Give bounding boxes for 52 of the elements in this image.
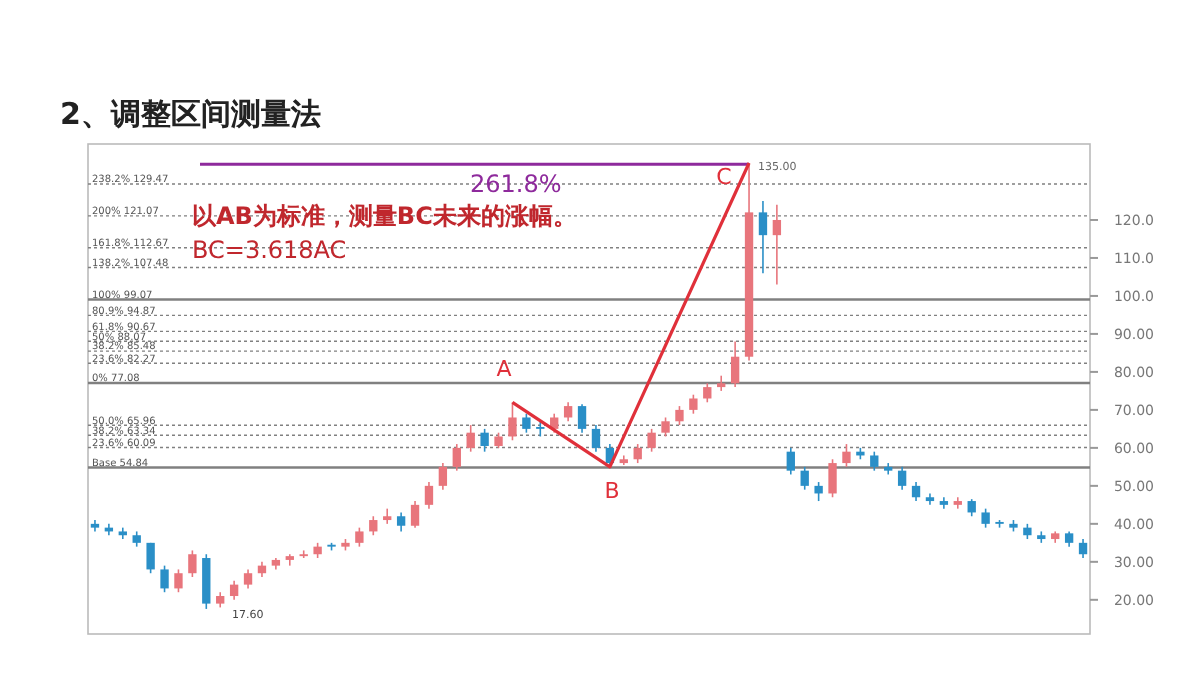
candlestick [480,428,489,453]
candlestick [188,549,197,578]
annotation: C [716,164,733,190]
annotation: B [604,478,620,504]
annotation: 以AB为标准，测量BC未来的涨幅。 [192,202,577,230]
candlestick [772,203,782,286]
candlestick [800,466,809,491]
candlestick [661,416,670,438]
candlestick [522,412,531,434]
candlestick [814,481,823,502]
candlestick [438,462,448,491]
candlestick [633,443,642,464]
candlestick [369,515,378,537]
annotation: BC=3.618AC [192,236,347,264]
annotation: A [496,356,513,382]
candlestick [689,393,698,415]
candlestick [563,401,573,423]
candlestick [577,403,587,434]
candlestick [550,412,559,434]
chart-title: 2、调整区间测量法 [60,96,321,132]
candlestick [828,458,837,499]
candlestick [410,500,420,529]
candlestick [508,401,517,442]
candlestick [911,481,921,502]
candlestick [383,507,392,525]
candlestick [730,340,740,388]
candlestick [675,405,684,426]
candlestick [647,428,656,453]
candlestick [299,549,308,559]
candlestick [243,568,253,590]
candlestick [897,466,907,491]
candlestick [229,580,239,601]
candlestick [758,200,768,274]
candlestick [842,443,851,468]
candlestick [703,382,712,404]
candlestick [870,450,879,472]
candlestick [452,443,461,472]
candlestick [536,420,545,438]
candlestick [717,374,726,392]
candlestick [591,424,601,453]
candlestick [396,511,406,533]
candlestick [466,424,475,453]
candlestick [786,447,795,476]
candlestick [1078,538,1088,559]
candlestick [146,542,155,575]
candlestick [160,564,169,594]
candlestick [202,553,211,610]
candlestick [981,507,990,529]
annotation: 261.8% [470,170,562,198]
candlestick [355,526,364,548]
candlestick [174,568,183,594]
candlestick [424,481,434,510]
